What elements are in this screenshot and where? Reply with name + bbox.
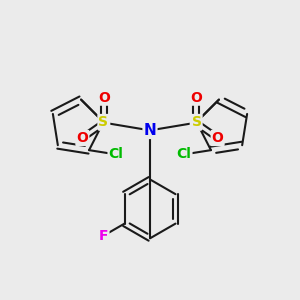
Text: Cl: Cl — [177, 147, 191, 161]
Text: S: S — [99, 116, 109, 130]
Text: F: F — [99, 229, 109, 243]
Text: Cl: Cl — [109, 147, 123, 161]
Text: S: S — [98, 115, 108, 129]
Text: O: O — [190, 91, 202, 105]
Text: S: S — [191, 116, 201, 130]
Text: S: S — [192, 115, 202, 129]
Text: O: O — [212, 131, 224, 145]
Text: O: O — [98, 91, 110, 105]
Text: N: N — [144, 123, 156, 138]
Text: O: O — [76, 131, 88, 145]
